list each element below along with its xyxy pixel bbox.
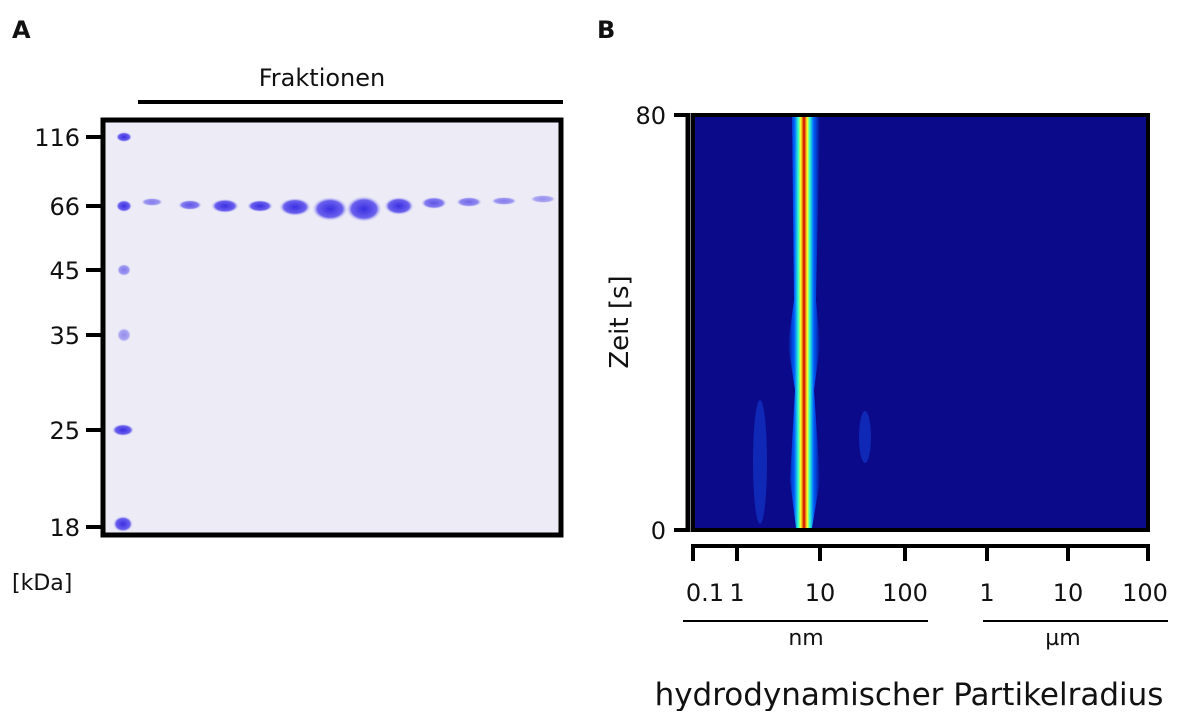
- marker-label: 45: [49, 257, 80, 285]
- x-tick-label: 1: [729, 579, 744, 607]
- y-axis-label: Zeit [s]: [605, 275, 635, 368]
- unit-label: [kDa]: [12, 571, 72, 596]
- y-tick-label: 80: [635, 102, 666, 130]
- marker-label: 35: [49, 322, 80, 350]
- marker-lane: [112, 132, 134, 532]
- marker-label: 18: [49, 514, 80, 542]
- x-unit: µm: [1045, 626, 1080, 651]
- marker-label: 66: [49, 193, 80, 221]
- panel-label: B: [597, 16, 615, 44]
- x-tick-label: 100: [1122, 579, 1168, 607]
- gel: [100, 117, 564, 538]
- panel-label: A: [12, 16, 31, 44]
- heatmap: [691, 113, 1150, 532]
- y-tick-label: 0: [651, 517, 666, 545]
- x-tick-label: 10: [1053, 579, 1084, 607]
- header: Fraktionen: [259, 64, 385, 92]
- marker-label: 25: [49, 417, 80, 445]
- marker-label: 116: [34, 124, 80, 152]
- x-tick-label: 10: [805, 579, 836, 607]
- x-unit: nm: [788, 626, 823, 651]
- intensity-streak: [788, 117, 820, 528]
- x-tick-label: 0.1: [686, 579, 724, 607]
- blob: [859, 411, 871, 463]
- x-tick-label: 1: [979, 579, 994, 607]
- x-tick-label: 100: [882, 579, 928, 607]
- sample-bands: [141, 195, 556, 222]
- x-axis-label: hydrodynamischer Partikelradius: [655, 677, 1164, 711]
- blob: [753, 400, 767, 524]
